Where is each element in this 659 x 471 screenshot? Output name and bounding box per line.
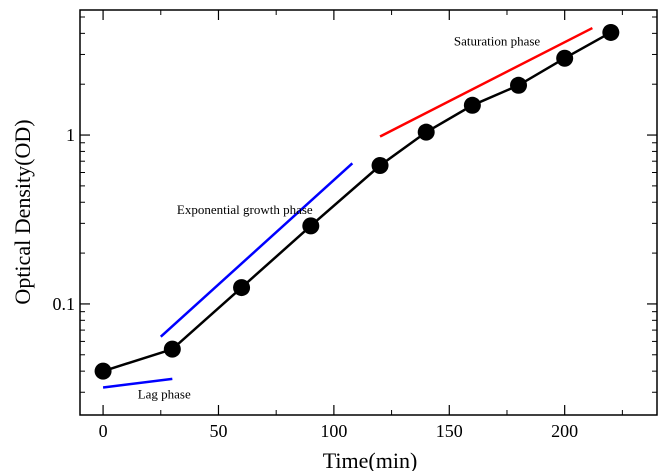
data-point [302, 217, 320, 235]
data-point [233, 279, 251, 297]
y-tick-label: 1 [66, 125, 75, 145]
x-tick-label: 50 [209, 421, 227, 441]
axis-ticks: 0 50 100 150 200 0.1 1 [53, 10, 657, 441]
data-point [417, 123, 435, 141]
data-point [163, 340, 181, 358]
x-axis-label: Time(min) [323, 448, 418, 471]
trend-line-lag [102, 377, 173, 389]
data-point [556, 49, 574, 67]
x-tick-label: 150 [436, 421, 463, 441]
x-tick-label: 0 [99, 421, 108, 441]
trend-line-exponential [159, 162, 354, 338]
annotation-label: Lag phase [138, 387, 191, 402]
y-tick-label: 0.1 [53, 294, 76, 314]
data-point [463, 96, 481, 114]
series-line [102, 31, 612, 373]
data-point [371, 157, 389, 175]
x-tick-label: 200 [551, 421, 578, 441]
annotation-label: Saturation phase [454, 33, 541, 48]
data-point [94, 362, 112, 380]
x-tick-label: 100 [320, 421, 347, 441]
y-axis-label: Optical Density(OD) [10, 119, 35, 304]
data-series [94, 23, 620, 380]
annotations: Lag phase Exponential growth phase Saturat… [138, 33, 541, 401]
plot-frame [79, 9, 658, 416]
data-point [510, 76, 528, 94]
annotation-label: Exponential growth phase [177, 202, 313, 217]
trend-lines [102, 26, 593, 389]
trend-line-saturation [379, 26, 593, 138]
data-point [602, 23, 620, 41]
